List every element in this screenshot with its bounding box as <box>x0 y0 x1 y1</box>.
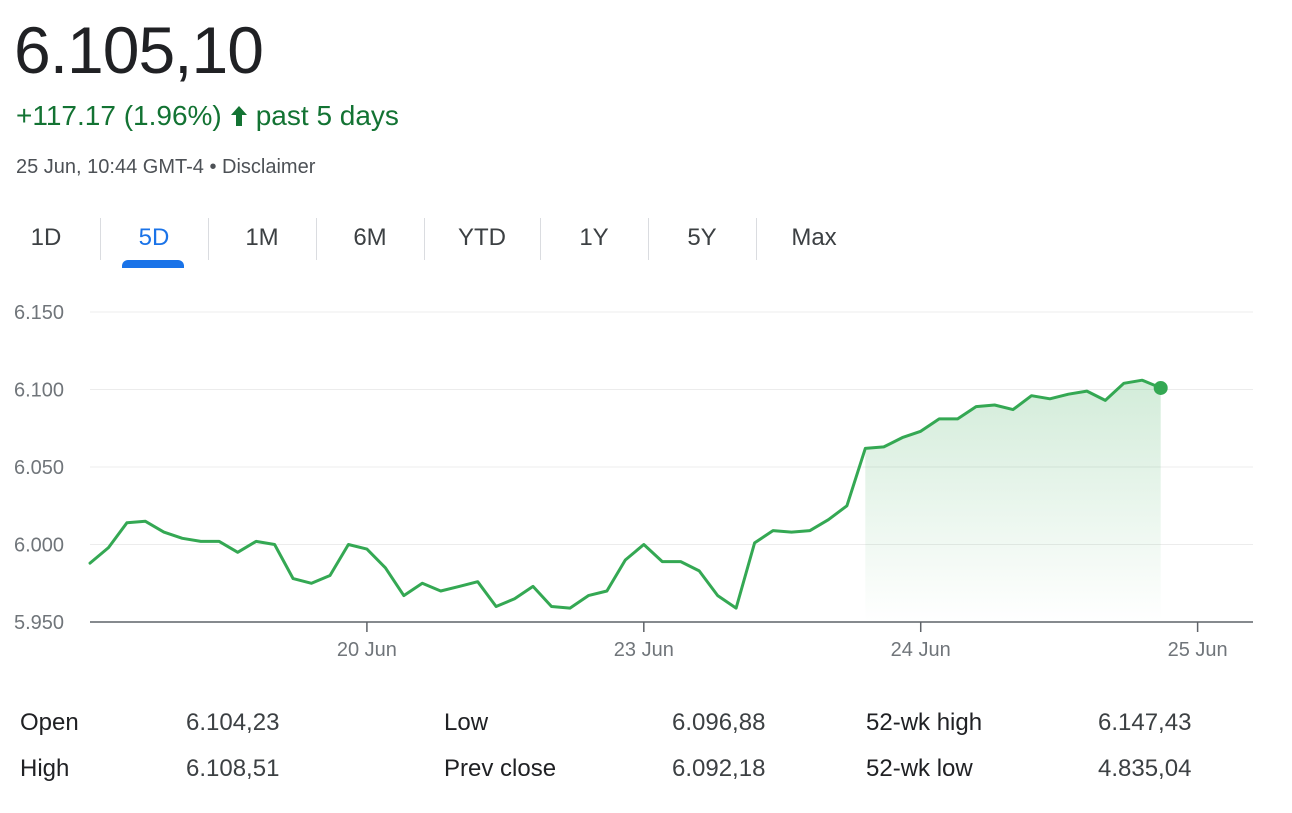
stat-label-low: Low <box>444 709 489 736</box>
stat-value-low: 6.096,88 <box>672 709 766 736</box>
stat-value-52wk-low: 4.835,04 <box>1098 755 1192 782</box>
range-tabs: 1D 5D 1M 6M YTD 1Y 5Y Max <box>0 214 860 268</box>
change-period: past 5 days <box>255 100 399 131</box>
stat-value-prev-close: 6.092,18 <box>672 755 766 782</box>
tab-divider <box>100 218 101 260</box>
y-axis: 5.950 6.000 6.050 6.100 6.150 <box>14 302 64 634</box>
tab-divider <box>648 218 649 260</box>
stat-label-52wk-low: 52-wk low <box>866 755 973 782</box>
price-line <box>88 378 1163 610</box>
y-tick-label: 6.150 <box>14 302 64 324</box>
x-tick-label: 20 Jun <box>337 639 397 661</box>
stat-label-open: Open <box>20 709 79 736</box>
tab-1d[interactable]: 1D <box>30 224 62 251</box>
current-price: 6.105,10 <box>14 13 264 87</box>
separator-dot: • <box>209 156 217 178</box>
stat-value-52wk-high: 6.147,43 <box>1098 709 1192 736</box>
key-stats: Open 6.104,23 Low 6.096,88 52-wk high 6.… <box>0 700 1292 800</box>
tab-6m[interactable]: 6M <box>353 224 387 251</box>
stat-label-prev-close: Prev close <box>444 755 557 782</box>
timestamp: 25 Jun, 10:44 GMT-4 <box>16 156 204 178</box>
stat-value-open: 6.104,23 <box>186 709 280 736</box>
tab-divider <box>424 218 425 260</box>
stat-label-52wk-high: 52-wk high <box>866 709 983 736</box>
tab-max[interactable]: Max <box>791 224 837 251</box>
stat-label-high: High <box>20 755 70 782</box>
stat-value-high: 6.108,51 <box>186 755 280 782</box>
arrow-up-icon <box>230 106 247 126</box>
tab-divider <box>756 218 757 260</box>
tab-divider <box>316 218 317 260</box>
x-axis: 20 Jun 23 Jun 24 Jun 25 Jun <box>337 622 1228 661</box>
tab-5y[interactable]: 5Y <box>687 224 717 251</box>
y-tick-label: 5.950 <box>14 612 64 634</box>
price-chart[interactable]: 5.950 6.000 6.050 6.100 6.150 20 Jun 23 Jun 24… <box>0 290 1292 690</box>
tab-1m[interactable]: 1M <box>245 224 279 251</box>
price-area-fill <box>865 380 1161 622</box>
tab-1y[interactable]: 1Y <box>579 224 609 251</box>
x-tick-label: 24 Jun <box>891 639 951 661</box>
y-tick-label: 6.100 <box>14 380 64 402</box>
change-amount: +117.17 (1.96%) <box>16 100 222 131</box>
tab-5d[interactable]: 5D <box>138 224 170 251</box>
tab-divider <box>208 218 209 260</box>
tab-divider <box>540 218 541 260</box>
y-tick-label: 6.000 <box>14 535 64 557</box>
x-tick-label: 25 Jun <box>1168 639 1228 661</box>
disclaimer-link[interactable]: Disclaimer <box>222 156 316 178</box>
quote-meta: 25 Jun, 10:44 GMT-4 • Disclaimer <box>16 154 315 180</box>
current-price-marker <box>1153 380 1168 395</box>
tab-ytd[interactable]: YTD <box>458 224 506 251</box>
x-tick-label: 23 Jun <box>614 639 674 661</box>
y-tick-label: 6.050 <box>14 457 64 479</box>
active-tab-indicator <box>122 260 184 268</box>
price-change: +117.17 (1.96%) past 5 days <box>16 98 399 134</box>
